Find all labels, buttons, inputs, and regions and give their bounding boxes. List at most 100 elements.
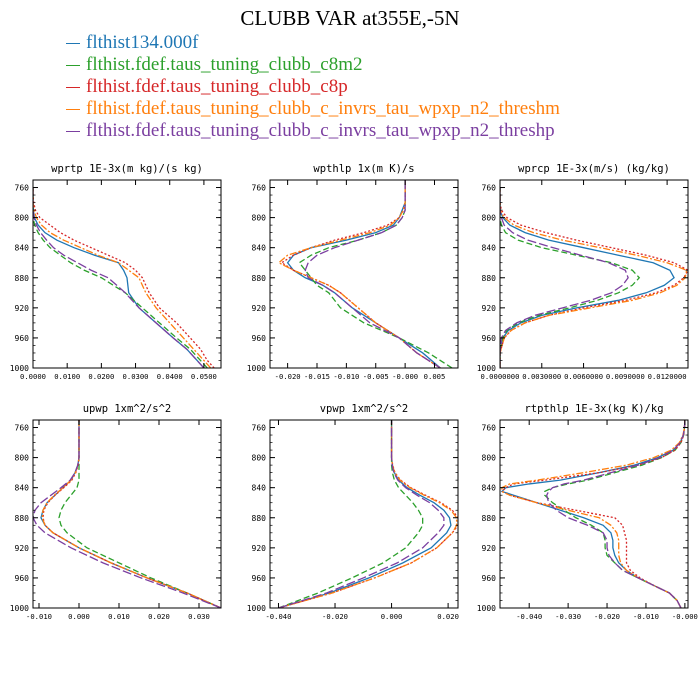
series-line bbox=[500, 187, 675, 368]
y-tick-label: 840 bbox=[482, 484, 497, 493]
legend-line-icon bbox=[66, 65, 80, 67]
series-line bbox=[500, 187, 629, 368]
series-line bbox=[33, 187, 208, 368]
legend-line-icon bbox=[66, 43, 80, 45]
series-line bbox=[278, 420, 458, 608]
x-tick-label: -0.015 bbox=[304, 372, 330, 381]
y-tick-label: 920 bbox=[482, 304, 497, 313]
x-tick-label: -0.000 bbox=[672, 612, 698, 621]
series-line bbox=[278, 420, 445, 608]
legend-label: flthist.fdef.taus_tuning_clubb_c_invrs_t… bbox=[86, 98, 560, 119]
y-tick-label: 1000 bbox=[477, 364, 496, 373]
y-tick-label: 960 bbox=[15, 574, 30, 583]
x-tick-label: -0.020 bbox=[275, 372, 301, 381]
legend-label: flthist.fdef.taus_tuning_clubb_c8m2 bbox=[86, 54, 363, 75]
y-tick-label: 960 bbox=[252, 334, 267, 343]
x-tick-label: -0.040 bbox=[265, 612, 291, 621]
panel-wprtp: wprtp 1E-3x(m kg)/(s kg) 760 800 840 880 920 9… bbox=[10, 163, 222, 381]
x-tick-label: 0.0030000 bbox=[522, 372, 561, 381]
panel-title: vpwp 1xm^2/s^2 bbox=[320, 403, 409, 415]
y-tick-label: 800 bbox=[15, 454, 30, 463]
panel-title: wprtp 1E-3x(m kg)/(s kg) bbox=[51, 163, 203, 175]
x-tick-label: 0.0000 bbox=[20, 372, 46, 381]
panel-rtpthlp: rtpthlp 1E-3x(kg K)/kg 760 800 840 880 920 960… bbox=[477, 403, 698, 621]
x-tick-label: 0.0120000 bbox=[648, 372, 687, 381]
panel-upwp: upwp 1xm^2/s^2 760 800 840 880 920 960 1000-0.0… bbox=[10, 403, 222, 621]
y-tick-label: 880 bbox=[252, 514, 267, 523]
plot-frame bbox=[269, 179, 459, 369]
y-tick-label: 840 bbox=[15, 244, 30, 253]
y-tick-label: 1000 bbox=[247, 604, 266, 613]
y-tick-label: 920 bbox=[482, 544, 497, 553]
y-tick-label: 760 bbox=[15, 424, 30, 433]
plot-frame bbox=[499, 419, 689, 609]
plot-frame bbox=[269, 419, 459, 609]
legend-item: flthist134.000f bbox=[66, 32, 560, 54]
series-line bbox=[277, 180, 441, 368]
x-tick-label: -0.020 bbox=[594, 612, 620, 621]
x-tick-label: -0.010 bbox=[633, 612, 659, 621]
series-line bbox=[278, 420, 458, 608]
y-tick-label: 960 bbox=[482, 334, 497, 343]
series-line bbox=[500, 420, 686, 608]
legend-line-icon bbox=[66, 109, 80, 111]
series-line bbox=[500, 187, 641, 368]
y-tick-label: 1000 bbox=[477, 604, 496, 613]
legend-line-icon bbox=[66, 131, 80, 133]
panel-title: wpthlp 1x(m K)/s bbox=[313, 163, 414, 175]
x-tick-label: 0.030 bbox=[188, 612, 210, 621]
series-line bbox=[280, 180, 441, 368]
legend-label: flthist134.000f bbox=[86, 32, 199, 53]
y-tick-label: 880 bbox=[482, 514, 497, 523]
legend-item: flthist.fdef.taus_tuning_clubb_c_invrs_t… bbox=[66, 98, 560, 120]
series-line bbox=[33, 420, 221, 608]
x-tick-label: 0.0100 bbox=[54, 372, 80, 381]
x-tick-label: 0.0060000 bbox=[564, 372, 603, 381]
y-tick-label: 1000 bbox=[10, 604, 29, 613]
series-line bbox=[298, 180, 453, 368]
y-tick-label: 760 bbox=[482, 424, 497, 433]
panel-title: wprcp 1E-3x(m/s) (kg/kg) bbox=[518, 163, 670, 175]
y-tick-label: 880 bbox=[482, 274, 497, 283]
y-tick-label: 920 bbox=[252, 544, 267, 553]
series-line bbox=[286, 180, 441, 368]
y-tick-label: 960 bbox=[252, 574, 267, 583]
y-tick-label: 800 bbox=[252, 214, 267, 223]
y-tick-label: 760 bbox=[15, 184, 30, 193]
legend-item: flthist.fdef.taus_tuning_clubb_c8p bbox=[66, 76, 560, 98]
x-tick-label: 0.000 bbox=[381, 612, 403, 621]
panel-title: rtpthlp 1E-3x(kg K)/kg bbox=[524, 403, 663, 415]
y-tick-label: 880 bbox=[15, 514, 30, 523]
x-tick-label: 0.0400 bbox=[157, 372, 183, 381]
y-tick-label: 840 bbox=[252, 484, 267, 493]
x-tick-label: 0.020 bbox=[148, 612, 170, 621]
y-tick-label: 800 bbox=[15, 214, 30, 223]
series-line bbox=[33, 187, 212, 368]
y-tick-label: 920 bbox=[252, 304, 267, 313]
series-line bbox=[41, 420, 221, 608]
series-line bbox=[278, 420, 452, 608]
y-tick-label: 960 bbox=[15, 334, 30, 343]
x-tick-label: 0.0300 bbox=[123, 372, 149, 381]
x-tick-label: -0.030 bbox=[555, 612, 581, 621]
plot-frame bbox=[32, 419, 222, 609]
x-tick-label: -0.010 bbox=[26, 612, 52, 621]
series-line bbox=[33, 187, 205, 368]
legend-item: flthist.fdef.taus_tuning_clubb_c_invrs_t… bbox=[66, 120, 560, 142]
y-tick-label: 840 bbox=[482, 244, 497, 253]
y-tick-label: 800 bbox=[482, 214, 497, 223]
series-line bbox=[500, 420, 686, 608]
plot-frame bbox=[499, 179, 689, 369]
x-tick-label: 0.000 bbox=[68, 612, 90, 621]
x-tick-label: 0.0090000 bbox=[606, 372, 645, 381]
x-tick-label: 0.005 bbox=[424, 372, 446, 381]
y-tick-label: 920 bbox=[15, 544, 30, 553]
series-line bbox=[42, 420, 221, 608]
y-tick-label: 880 bbox=[252, 274, 267, 283]
series-line bbox=[33, 187, 215, 368]
plot-frame bbox=[32, 179, 222, 369]
y-tick-label: 1000 bbox=[10, 364, 29, 373]
legend-label: flthist.fdef.taus_tuning_clubb_c8p bbox=[86, 76, 348, 97]
y-tick-label: 760 bbox=[482, 184, 497, 193]
